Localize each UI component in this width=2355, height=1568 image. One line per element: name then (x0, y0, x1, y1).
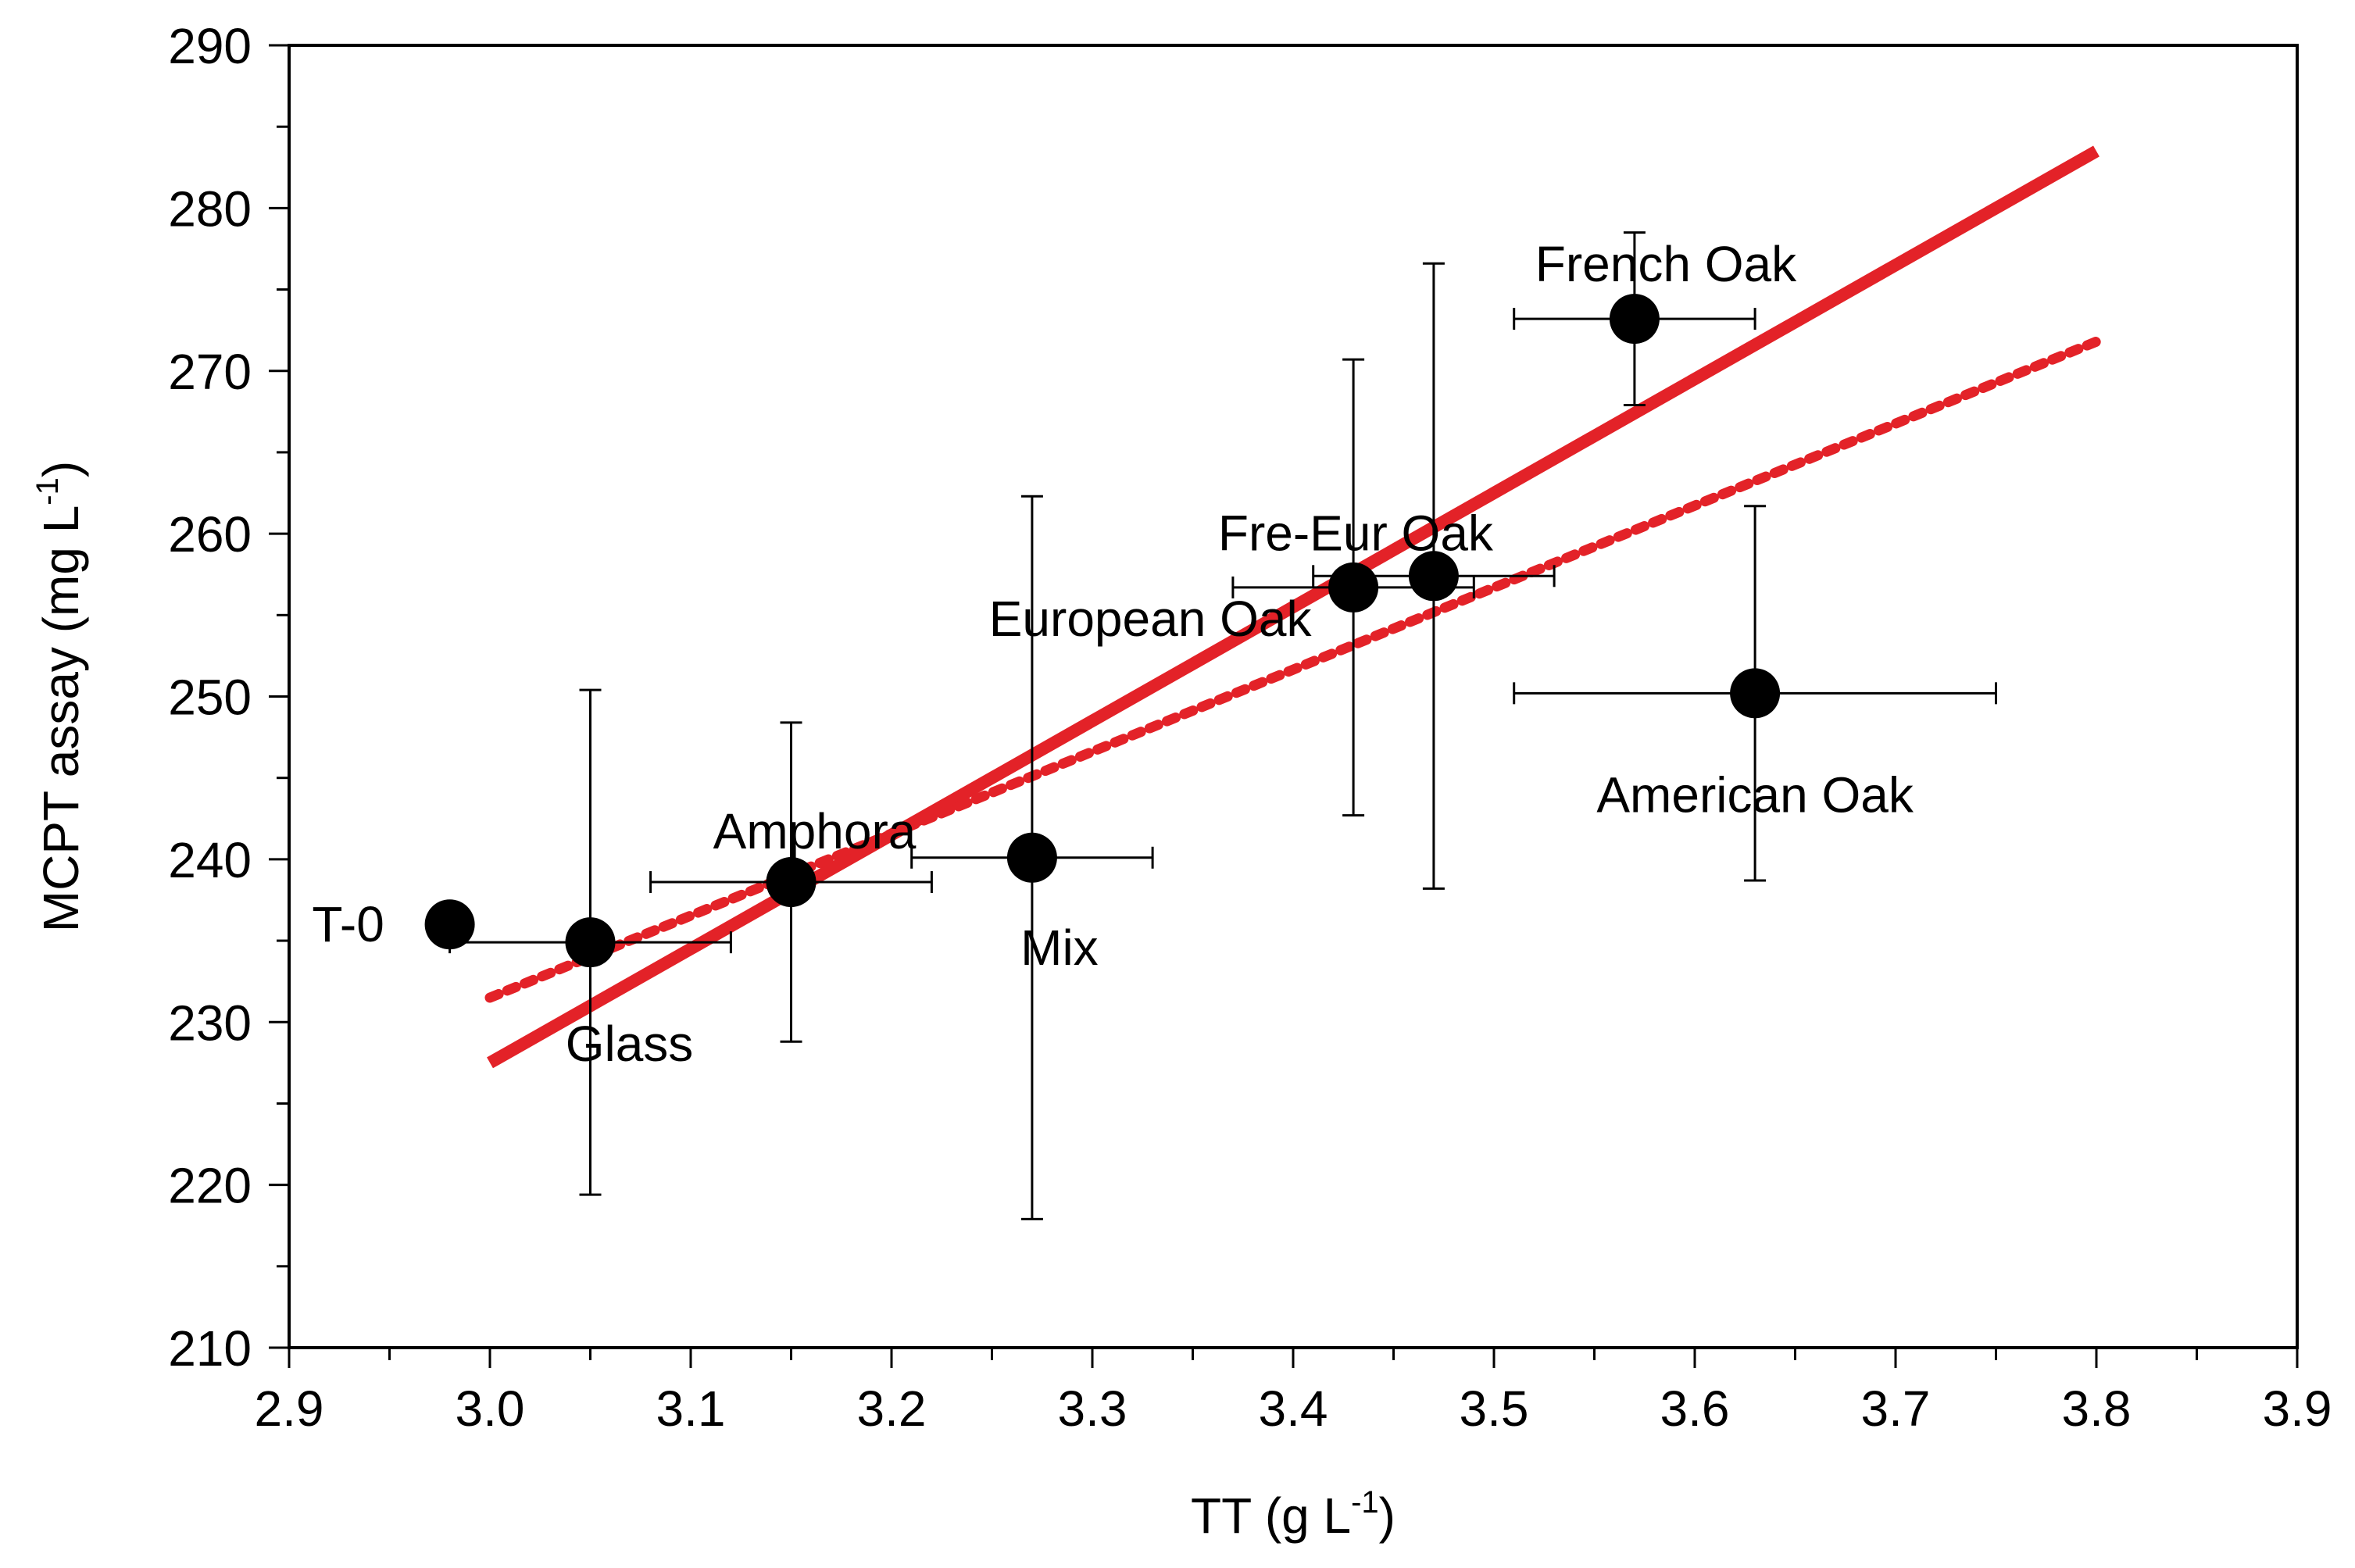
y-tick-label: 280 (168, 180, 252, 237)
point-label: French Oak (1535, 236, 1797, 292)
x-tick-label: 3.7 (1861, 1380, 1931, 1437)
point-label: European Oak (989, 591, 1313, 647)
x-tick-label: 3.6 (1660, 1380, 1730, 1437)
x-tick-label: 3.1 (656, 1380, 726, 1437)
data-point (1006, 832, 1057, 883)
x-axis-title-text: TT (g L (1191, 1488, 1351, 1544)
x-axis-title-sup: -1 (1351, 1485, 1379, 1520)
y-tick-label: 260 (168, 506, 252, 563)
x-axis-ticks: 2.9 3.0 3.1 3.2 3.3 3.4 3.5 3.6 3.7 3.8 3.9 (255, 1348, 2332, 1437)
point-label: Amphora (713, 803, 917, 859)
y-tick-label: 220 (168, 1158, 252, 1214)
data-points (424, 294, 1781, 968)
y-axis-title-sup: -1 (30, 477, 65, 505)
x-tick-label: 3.3 (1058, 1380, 1127, 1437)
point-label: American Oak (1596, 766, 1914, 823)
x-tick-label: 3.9 (2263, 1380, 2332, 1437)
x-tick-label: 2.9 (255, 1380, 324, 1437)
data-point (1408, 551, 1459, 602)
y-tick-label: 270 (168, 344, 252, 400)
y-axis-title-text: MCPT assay (mg L (33, 505, 89, 933)
point-labels: T-0 Glass Amphora Mix European Oak Fre-Eur Oa… (312, 236, 1914, 1072)
x-tick-label: 3.5 (1460, 1380, 1529, 1437)
data-point (424, 899, 475, 950)
x-tick-label: 3.2 (857, 1380, 927, 1437)
y-tick-label: 210 (168, 1320, 252, 1377)
y-tick-label: 250 (168, 670, 252, 726)
data-point (1609, 294, 1660, 345)
point-label: Fre-Eur Oak (1218, 505, 1494, 561)
point-label: Mix (1020, 920, 1099, 976)
y-axis-title-tail: ) (33, 461, 89, 477)
point-label: Glass (566, 1016, 694, 1072)
x-axis-title-tail: ) (1379, 1488, 1395, 1544)
y-tick-label: 240 (168, 832, 252, 888)
regression-line-solid (487, 145, 2099, 1069)
y-tick-label: 230 (168, 995, 252, 1051)
data-point (766, 857, 817, 908)
x-tick-label: 3.4 (1259, 1380, 1328, 1437)
x-axis-title: TT (g L-1) (1191, 1485, 1395, 1544)
x-tick-label: 3.0 (456, 1380, 525, 1437)
x-tick-label: 3.8 (2062, 1380, 2132, 1437)
point-label: T-0 (312, 896, 384, 952)
fit-lines (484, 145, 2102, 1069)
y-axis-title: MCPT assay (mg L-1) (30, 461, 89, 932)
data-point (565, 917, 616, 968)
y-tick-label: 290 (168, 18, 252, 74)
regression-line-dotted (484, 336, 2102, 1003)
data-point (1328, 562, 1379, 613)
data-point (1730, 668, 1781, 719)
y-axis-ticks: 210 220 230 240 250 260 270 280 290 (168, 18, 289, 1377)
